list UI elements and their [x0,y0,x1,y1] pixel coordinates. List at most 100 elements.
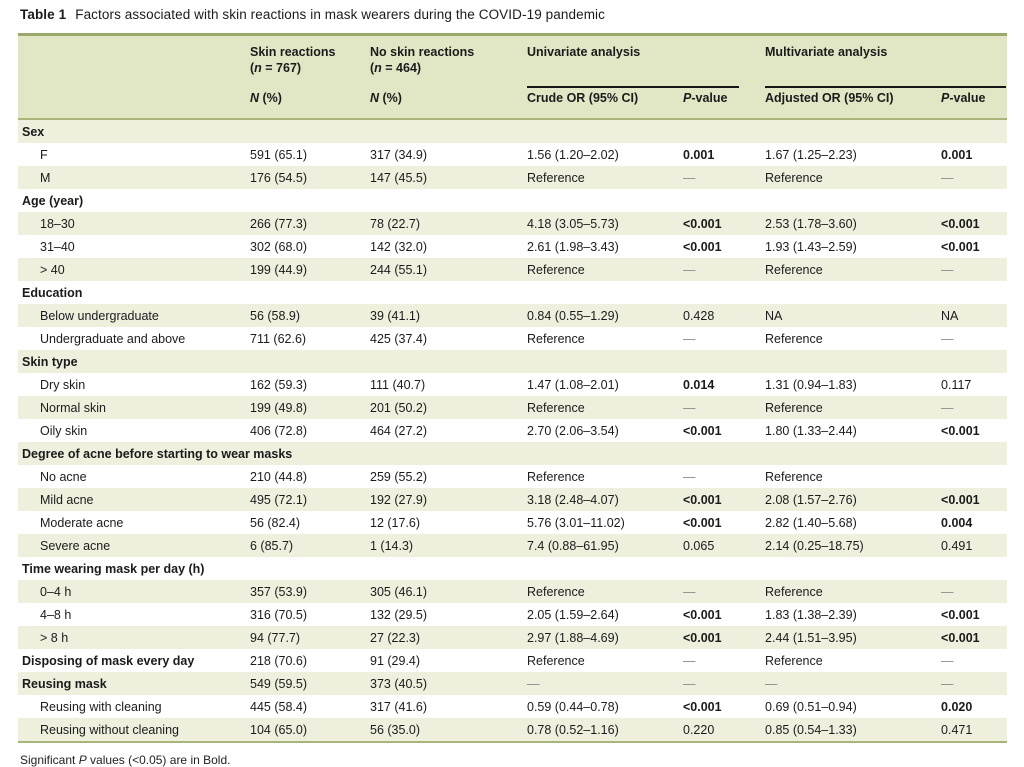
cell: 3.18 (2.48–4.07) [527,492,619,507]
row-label: Reusing without cleaning [40,722,179,737]
sub-header-skin-npct: N (%) [250,88,370,119]
cell [683,350,765,373]
sub-header-multivariate-pvalue: P-value [941,91,986,105]
row-label: Degree of acne before starting to wear m… [22,446,293,461]
cell: Reference [765,469,823,484]
cell [765,350,941,373]
cell: <0.001 [683,216,722,231]
skin-N-symbol: N [250,91,260,105]
table-row: F 591 (65.1) 317 (34.9) 1.56 (1.20–2.02) 0.0… [18,143,1007,166]
cell: 192 (27.9) [370,492,427,507]
cell [370,281,527,304]
cell: 317 (41.6) [370,699,427,714]
cell [765,442,941,465]
cell: — [683,170,696,185]
cell: 302 (68.0) [250,239,307,254]
cell: 244 (55.1) [370,262,427,277]
table-row: 18–30 266 (77.3) 78 (22.7) 4.18 (3.05–5.73)… [18,212,1008,235]
table-row: Oily skin 406 (72.8) 464 (27.2) 2.70 (2.06–… [18,419,1007,442]
table-row: Dry skin 162 (59.3) 111 (40.7) 1.47 (1.08–2… [18,373,1007,396]
noskin-n-open: ( [370,61,375,75]
cell: 104 (65.0) [250,722,307,737]
cell: 210 (44.8) [250,469,307,484]
cell [941,119,1007,143]
cell: — [941,676,955,691]
cell [370,442,527,465]
header-row-groups: Skin reactions (n = 767) No skin reactio… [18,35,1007,89]
noskin-n-value: = 464) [381,61,422,75]
table-row: Normal skin 199 (49.8) 201 (50.2) Reference… [18,396,1008,419]
row-label: 0–4 h [40,584,72,599]
cell: NA [941,308,959,323]
cell: 199 (49.8) [250,400,307,415]
cell: 406 (72.8) [250,423,307,438]
skin-n-symbol: n [254,61,262,75]
cell: 56 (82.4) [250,515,301,530]
cell: 1.31 (0.94–1.83) [765,377,857,392]
cell [527,189,683,212]
cell: <0.001 [683,423,722,438]
cell: Reference [527,653,585,668]
multivariate-group-label: Multivariate analysis [765,45,888,59]
cell: — [683,676,696,691]
row-label: Reusing with cleaning [40,699,162,714]
row-label: > 40 [40,262,65,277]
cell: 373 (40.5) [370,676,427,691]
skin-pct-label: (%) [259,91,282,105]
cell: 1.80 (1.33–2.44) [765,423,857,438]
cell: <0.001 [683,699,722,714]
table-row: 31–40 302 (68.0) 142 (32.0) 2.61 (1.98–3.43… [18,235,1007,258]
skin-n-open: ( [250,61,255,75]
cell: 5.76 (3.01–11.02) [527,515,625,530]
cell [370,189,527,212]
cell: 7.4 (0.88–61.95) [527,538,619,553]
cell: 0.428 [683,308,715,323]
cell [250,189,370,212]
cell: <0.001 [941,423,980,438]
cell: 0.117 [941,377,972,392]
table-header: Skin reactions (n = 767) No skin reactio… [18,34,1008,119]
cell: 0.59 (0.44–0.78) [527,699,619,714]
col-header-no-skin-reactions: No skin reactions (n = 464) [370,35,527,89]
cell: 218 (70.6) [250,653,307,668]
cell: 132 (29.5) [370,607,427,622]
cell [250,119,370,143]
table-row: Skin type [18,350,1008,373]
cell: 147 (45.5) [370,170,427,185]
cell: 2.05 (1.59–2.64) [527,607,619,622]
cell: 1.56 (1.20–2.02) [527,147,619,162]
cell: <0.001 [683,630,722,645]
cell [370,119,527,143]
table-caption: Table 1 Factors associated with skin reac… [20,7,1024,22]
table-row: Degree of acne before starting to wear m… [18,442,1008,465]
row-label: F [40,147,48,162]
cell: 2.70 (2.06–3.54) [527,423,619,438]
table-row: Reusing with cleaning 445 (58.4) 317 (41.6… [18,695,1007,718]
cell: 266 (77.3) [250,216,307,231]
row-label: > 8 h [40,630,69,645]
cell [941,281,1007,304]
cell: Reference [527,331,585,346]
cell: 1.93 (1.43–2.59) [765,239,857,254]
sub-header-adjusted-or: Adjusted OR (95% CI) [765,91,894,105]
cell: — [683,262,696,277]
cell: 162 (59.3) [250,377,307,392]
cell: 0.491 [941,538,973,553]
cell: — [683,469,696,484]
cell: Reference [527,584,585,599]
row-label: Dry skin [40,377,86,392]
cell [765,557,941,580]
cell: 4.18 (3.05–5.73) [527,216,619,231]
cell: 27 (22.3) [370,630,421,645]
table-row: No acne 210 (44.8) 259 (55.2) Reference — Ref… [18,465,1007,488]
cell: 259 (55.2) [370,469,427,484]
cell: — [941,331,955,346]
cell: 2.08 (1.57–2.76) [765,492,857,507]
univariate-group-rule [527,86,740,88]
row-label: Disposing of mask every day [22,653,195,668]
cell [941,465,1007,488]
table-footnote: Significant P values (<0.05) are in Bold… [20,753,231,767]
cell: Reference [765,331,823,346]
cell: 2.53 (1.78–3.60) [765,216,857,231]
